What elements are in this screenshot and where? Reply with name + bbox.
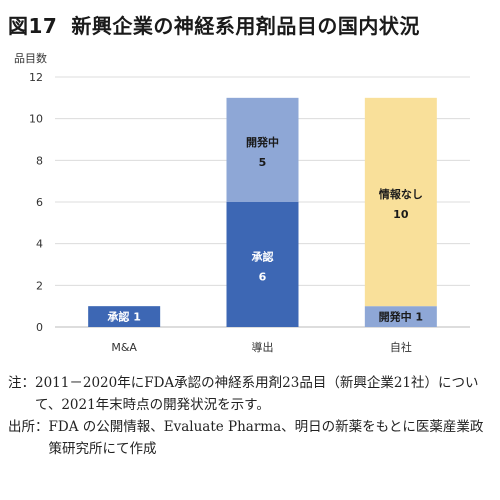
y-tick-label: 12 — [29, 71, 43, 84]
segment-value: 6 — [259, 271, 267, 284]
source-text: FDA の公開情報、Evaluate Pharma、明日の新薬をもとに医薬産業政… — [48, 419, 484, 457]
note-text: 2011－2020年にFDA承認の神経系用剤23品目（新興企業21社）について、… — [35, 375, 479, 413]
figure-title: 図17 新興企業の神経系用剤品目の国内状況 — [8, 10, 498, 39]
stacked-bar-chart: 品目数 0 2 4 6 8 10 12 承認 1 M&A 承認 6 開発中 5 導出 開発中 1 情報なし 10 自… — [14, 52, 470, 354]
source-label: 出所： — [8, 419, 49, 435]
source-row: 出所： FDA の公開情報、Evaluate Pharma、明日の新薬をもとに医… — [8, 416, 494, 460]
segment-label: 情報なし — [379, 187, 423, 201]
y-tick-label: 6 — [36, 196, 43, 209]
figure-number: 図17 — [8, 14, 58, 38]
y-tick-label: 4 — [36, 238, 43, 251]
bar-segment — [364, 97, 437, 307]
y-axis-title: 品目数 — [14, 52, 47, 65]
segment-value: 5 — [259, 156, 267, 169]
segment-value: 10 — [393, 208, 409, 221]
bar-segment — [226, 202, 299, 327]
y-tick-label: 2 — [36, 279, 43, 292]
segment-label: 開発中 — [246, 135, 279, 149]
y-tick-label: 8 — [36, 154, 43, 167]
footnotes: 注： 2011－2020年にFDA承認の神経系用剤23品目（新興企業21社）につ… — [8, 372, 494, 460]
y-tick-label: 10 — [29, 113, 43, 126]
bar-segment — [226, 97, 299, 202]
bar-segment — [364, 306, 437, 327]
note-label: 注： — [8, 375, 35, 391]
x-tick-label: 導出 — [252, 340, 274, 354]
data-label: 承認 1 — [107, 310, 140, 324]
y-tick-label: 0 — [36, 321, 43, 334]
note-row: 注： 2011－2020年にFDA承認の神経系用剤23品目（新興企業21社）につ… — [8, 372, 494, 416]
x-tick-label: M&A — [111, 341, 137, 354]
x-tick-label: 自社 — [390, 340, 412, 354]
segment-label: 承認 — [252, 250, 274, 264]
data-label: 開発中 1 — [379, 310, 423, 324]
figure-title-text: 新興企業の神経系用剤品目の国内状況 — [71, 14, 420, 38]
bar-segment — [88, 306, 161, 327]
